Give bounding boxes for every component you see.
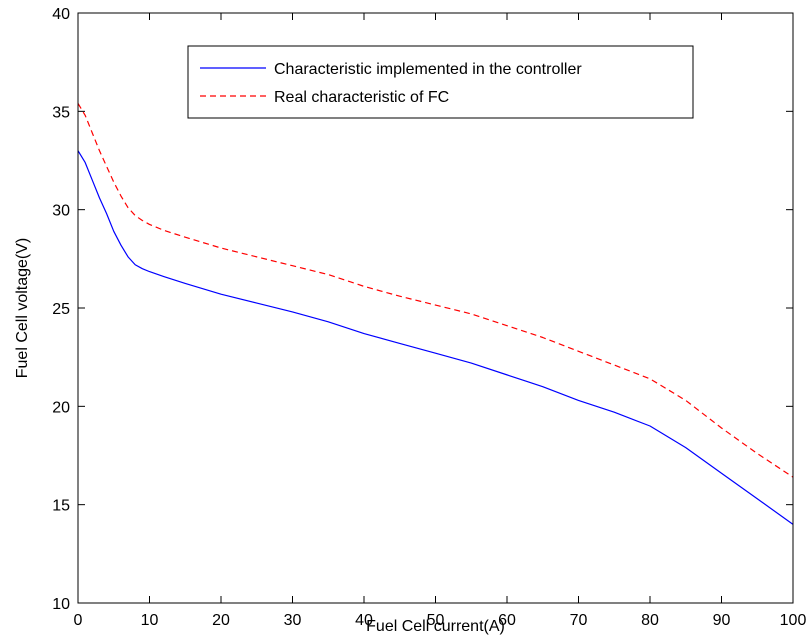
x-tick-label: 90 <box>713 612 731 629</box>
x-tick-label: 10 <box>141 612 159 629</box>
series-line-real <box>77 103 794 478</box>
legend: Characteristic implemented in the contro… <box>187 45 694 119</box>
series-line-controller <box>77 150 794 525</box>
x-axis-label: Fuel Cell current(A) <box>366 618 505 635</box>
legend-label-real: Real characteristic of FC <box>274 89 449 106</box>
y-tick-label: 20 <box>52 399 70 416</box>
x-tick-label: 80 <box>641 612 659 629</box>
series-group <box>77 103 794 525</box>
y-axis-label: Fuel Cell voltage(V) <box>14 238 31 379</box>
legend-label-controller: Characteristic implemented in the contro… <box>274 61 582 78</box>
x-tick-label: 40 <box>355 612 373 629</box>
y-tick-label: 30 <box>52 203 70 220</box>
x-tick-label: 70 <box>570 612 588 629</box>
y-tick-label: 10 <box>52 596 70 613</box>
y-tick-label: 15 <box>52 498 70 515</box>
x-tick-label: 20 <box>212 612 230 629</box>
y-tick-label: 25 <box>52 301 70 318</box>
x-tick-label: 30 <box>284 612 302 629</box>
x-tick-label: 50 <box>427 612 445 629</box>
y-tick-label: 40 <box>52 6 70 23</box>
legend-box <box>187 45 694 119</box>
x-tick-label: 0 <box>74 612 83 629</box>
y-tick-label: 35 <box>52 104 70 121</box>
x-tick-label: 60 <box>498 612 516 629</box>
x-tick-label: 100 <box>780 612 807 629</box>
